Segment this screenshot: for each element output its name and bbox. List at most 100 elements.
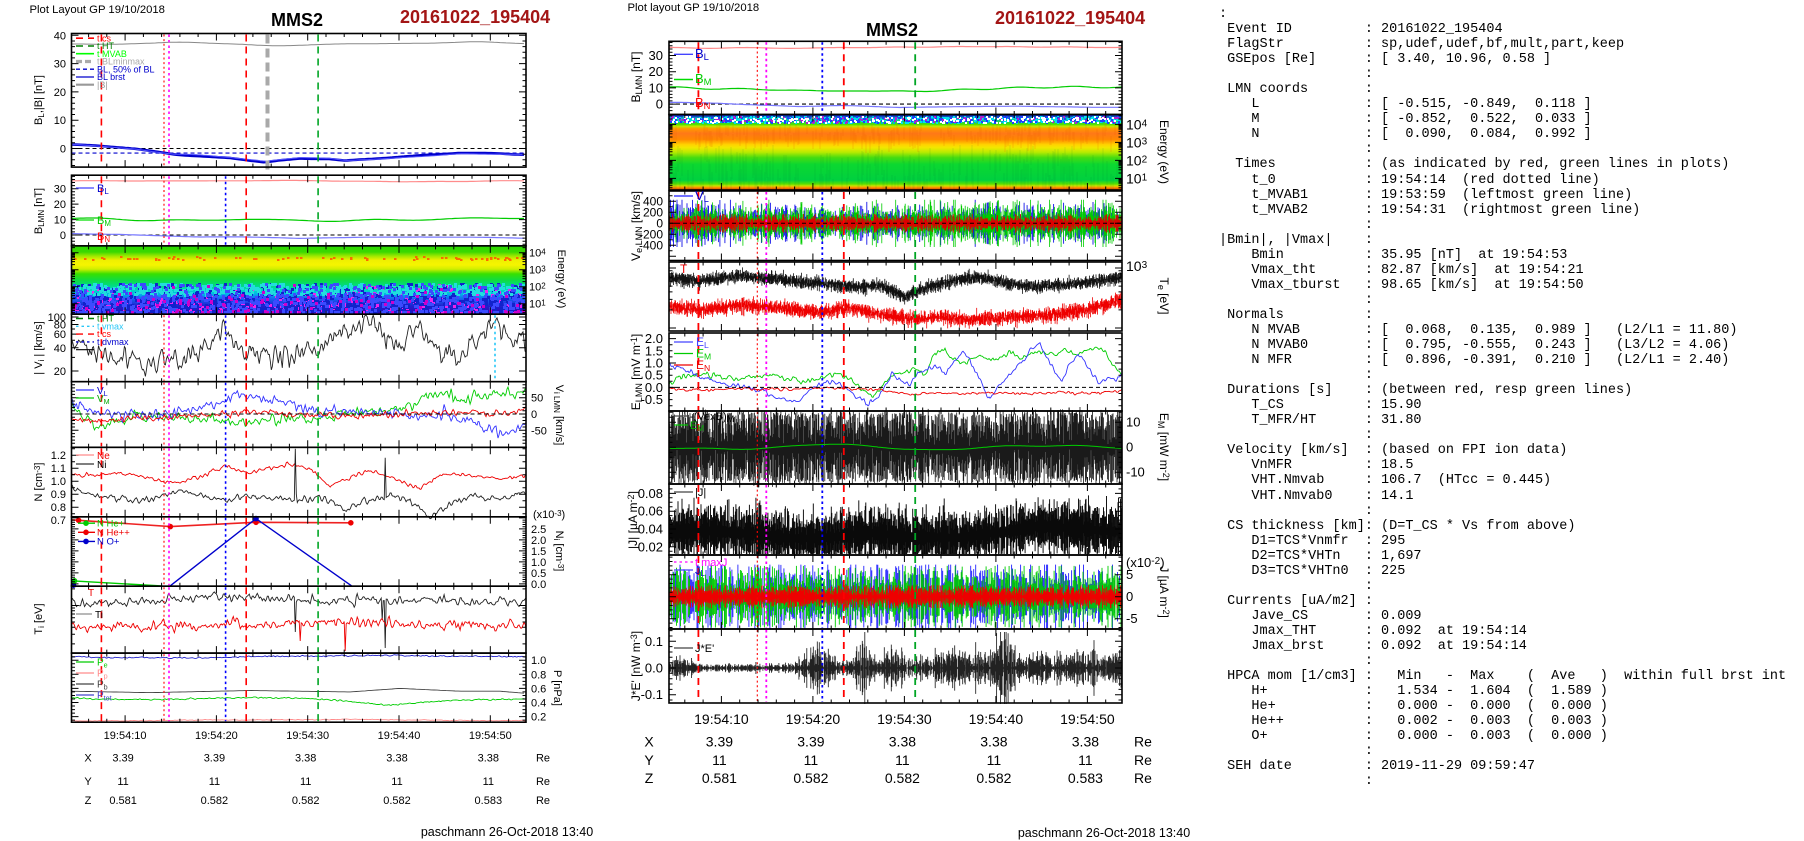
svg-text:N He++: N He++ xyxy=(97,528,130,539)
svg-text:50: 50 xyxy=(531,393,543,405)
svg-text:Ptot: Ptot xyxy=(97,690,112,702)
svg-text:5: 5 xyxy=(1126,567,1133,582)
svg-text:0.6: 0.6 xyxy=(531,683,546,695)
svg-text:Ti [eV]: Ti [eV] xyxy=(33,603,46,634)
svg-text:t BLminmax: t BLminmax xyxy=(97,57,145,67)
svg-text:-5: -5 xyxy=(1126,611,1138,626)
svg-text:EM: EM xyxy=(690,420,704,433)
svg-text:BL,|B| [nT]: BL,|B| [nT] xyxy=(33,75,46,125)
svg-text:Re: Re xyxy=(1134,770,1152,786)
svg-text:400: 400 xyxy=(643,194,663,208)
svg-text:11: 11 xyxy=(300,776,311,788)
svg-text:0.583: 0.583 xyxy=(475,795,503,807)
svg-text:MMS2: MMS2 xyxy=(271,10,323,30)
svg-text:-(VexB)M: -(VexB)M xyxy=(690,411,734,424)
svg-text:3.38: 3.38 xyxy=(980,734,1007,750)
svg-text:0.7: 0.7 xyxy=(51,515,66,527)
svg-text:0.1: 0.1 xyxy=(645,634,663,649)
svg-text:19:54:20: 19:54:20 xyxy=(195,730,238,742)
svg-text:t vmax: t vmax xyxy=(97,321,124,331)
svg-text:0: 0 xyxy=(1126,440,1133,455)
svg-text:0.0: 0.0 xyxy=(645,661,663,676)
svg-text:0: 0 xyxy=(60,230,66,242)
svg-text:VM: VM xyxy=(97,394,110,406)
svg-text:0.5: 0.5 xyxy=(531,568,546,580)
svg-text:Z: Z xyxy=(645,770,654,786)
svg-text:0.582: 0.582 xyxy=(793,770,828,786)
svg-text:0.582: 0.582 xyxy=(201,795,229,807)
svg-text:BL: BL xyxy=(695,46,709,62)
svg-text:0.582: 0.582 xyxy=(383,795,411,807)
svg-text:0.02: 0.02 xyxy=(638,539,663,554)
svg-text:3.38: 3.38 xyxy=(889,734,916,750)
svg-text:BL brst: BL brst xyxy=(97,72,126,82)
svg-text:BN: BN xyxy=(695,95,710,111)
svg-text:101: 101 xyxy=(1126,170,1148,186)
svg-text:Te [eV]: Te [eV] xyxy=(1156,277,1171,314)
svg-text:|B|: |B| xyxy=(97,80,108,90)
svg-text:BN: BN xyxy=(97,231,110,244)
svg-text:20: 20 xyxy=(54,87,66,99)
svg-text:Z: Z xyxy=(85,795,92,807)
svg-text:BM: BM xyxy=(97,215,111,228)
svg-text:ELMN [mV m-1]: ELMN [mV m-1] xyxy=(629,334,644,410)
svg-text:-10: -10 xyxy=(1126,465,1145,480)
svg-text:Re: Re xyxy=(536,776,550,788)
svg-text:X: X xyxy=(644,734,654,750)
svg-text:Re: Re xyxy=(536,795,550,807)
svg-text:BL, 50% of BL: BL, 50% of BL xyxy=(97,64,155,74)
svg-text:0.8: 0.8 xyxy=(51,502,66,514)
svg-text:BM: BM xyxy=(695,71,712,87)
svg-text:|J|: |J| xyxy=(695,487,706,499)
svg-text:0.8: 0.8 xyxy=(531,669,546,681)
svg-text:Re: Re xyxy=(1134,752,1152,768)
svg-text:20: 20 xyxy=(649,64,663,79)
svg-text:0.583: 0.583 xyxy=(1068,770,1103,786)
svg-text:0.5: 0.5 xyxy=(645,368,663,383)
svg-text:t HT: t HT xyxy=(97,41,115,51)
svg-text:N He+: N He+ xyxy=(97,518,125,529)
svg-text:102: 102 xyxy=(529,281,546,293)
svg-text:Energy (eV): Energy (eV) xyxy=(555,250,567,309)
svg-text:0.04: 0.04 xyxy=(638,522,663,537)
svg-text:11: 11 xyxy=(117,776,128,788)
svg-text:0.2: 0.2 xyxy=(531,712,546,724)
svg-text:Ne: Ne xyxy=(97,451,110,462)
svg-text:2.5: 2.5 xyxy=(531,524,546,536)
svg-text:Vi LMN [km/s]: Vi LMN [km/s] xyxy=(552,385,565,446)
svg-text:Ni: Ni xyxy=(97,460,106,471)
svg-text:11: 11 xyxy=(209,776,220,788)
svg-text:J*E': J*E' xyxy=(695,643,714,655)
svg-text:10: 10 xyxy=(1126,415,1140,430)
svg-text:3.38: 3.38 xyxy=(386,752,407,764)
svg-text:0: 0 xyxy=(656,97,663,112)
svg-text:paschmann 26-Oct-2018 13:40: paschmann 26-Oct-2018 13:40 xyxy=(1018,826,1190,840)
svg-text:10: 10 xyxy=(54,115,66,127)
svg-text:J [µA m-2]: J [µA m-2] xyxy=(1157,566,1171,618)
svg-text:Plot Layout GP 19/10/2018: Plot Layout GP 19/10/2018 xyxy=(30,4,165,16)
svg-text:Y: Y xyxy=(84,776,92,788)
svg-text:paschmann 26-Oct-2018 13:40: paschmann 26-Oct-2018 13:40 xyxy=(421,825,593,839)
svg-text:t HT: t HT xyxy=(97,314,115,324)
svg-text:102: 102 xyxy=(1126,152,1148,168)
svg-text:1.0: 1.0 xyxy=(531,655,546,667)
svg-text:10: 10 xyxy=(649,80,663,95)
svg-text:3.38: 3.38 xyxy=(478,752,499,764)
svg-text:100: 100 xyxy=(48,312,66,324)
svg-text:103: 103 xyxy=(529,264,546,276)
svg-text:10: 10 xyxy=(54,215,66,227)
svg-text:EL: EL xyxy=(696,335,709,350)
svg-text:19:54:30: 19:54:30 xyxy=(877,711,932,727)
svg-text:-0.1: -0.1 xyxy=(641,687,663,702)
svg-text:20161022_195404: 20161022_195404 xyxy=(400,7,550,27)
svg-text:Re: Re xyxy=(536,752,550,764)
svg-text:3.39: 3.39 xyxy=(706,734,733,750)
svg-text:19:54:10: 19:54:10 xyxy=(104,730,147,742)
svg-text:MMS2: MMS2 xyxy=(866,20,918,40)
svg-text:1.5: 1.5 xyxy=(645,343,663,358)
svg-text:0.06: 0.06 xyxy=(638,504,663,519)
svg-text:19:54:50: 19:54:50 xyxy=(469,730,512,742)
svg-text:103: 103 xyxy=(1126,134,1148,150)
svg-text:Ti: Ti xyxy=(95,610,103,621)
svg-text:19:54:50: 19:54:50 xyxy=(1060,711,1115,727)
